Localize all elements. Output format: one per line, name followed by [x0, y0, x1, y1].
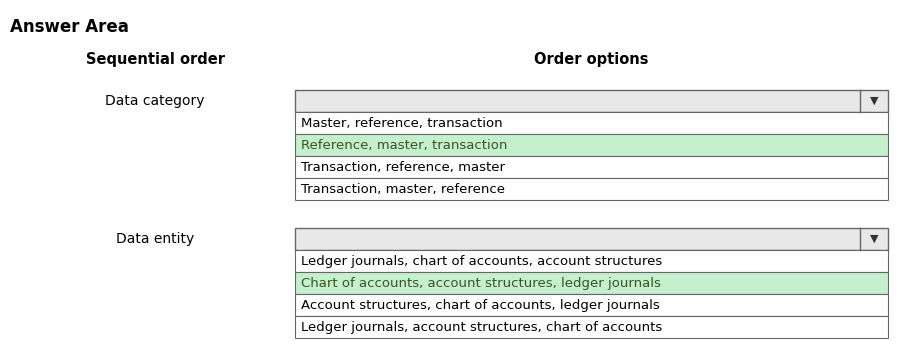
Text: Answer Area: Answer Area: [10, 18, 129, 36]
Bar: [295, 250, 888, 272]
Text: Order options: Order options: [534, 52, 649, 67]
Text: Account structures, chart of accounts, ledger journals: Account structures, chart of accounts, l…: [301, 299, 660, 312]
Text: Data entity: Data entity: [116, 232, 195, 246]
Text: Master, reference, transaction: Master, reference, transaction: [301, 117, 502, 130]
Text: Reference, master, transaction: Reference, master, transaction: [301, 139, 508, 152]
Text: ▼: ▼: [870, 234, 878, 244]
Bar: [295, 178, 888, 200]
Bar: [295, 134, 888, 156]
Bar: [295, 272, 888, 294]
Text: Ledger journals, chart of accounts, account structures: Ledger journals, chart of accounts, acco…: [301, 255, 662, 268]
Text: Transaction, reference, master: Transaction, reference, master: [301, 161, 505, 174]
Bar: [295, 228, 888, 250]
Bar: [295, 112, 888, 134]
Text: Transaction, master, reference: Transaction, master, reference: [301, 183, 505, 196]
Text: ▼: ▼: [870, 96, 878, 106]
Bar: [295, 156, 888, 178]
Text: Ledger journals, account structures, chart of accounts: Ledger journals, account structures, cha…: [301, 321, 662, 334]
Text: Data category: Data category: [105, 94, 205, 108]
Text: Chart of accounts, account structures, ledger journals: Chart of accounts, account structures, l…: [301, 277, 661, 290]
Text: Sequential order: Sequential order: [85, 52, 224, 67]
Bar: [295, 294, 888, 316]
Bar: [295, 316, 888, 338]
Bar: [295, 90, 888, 112]
